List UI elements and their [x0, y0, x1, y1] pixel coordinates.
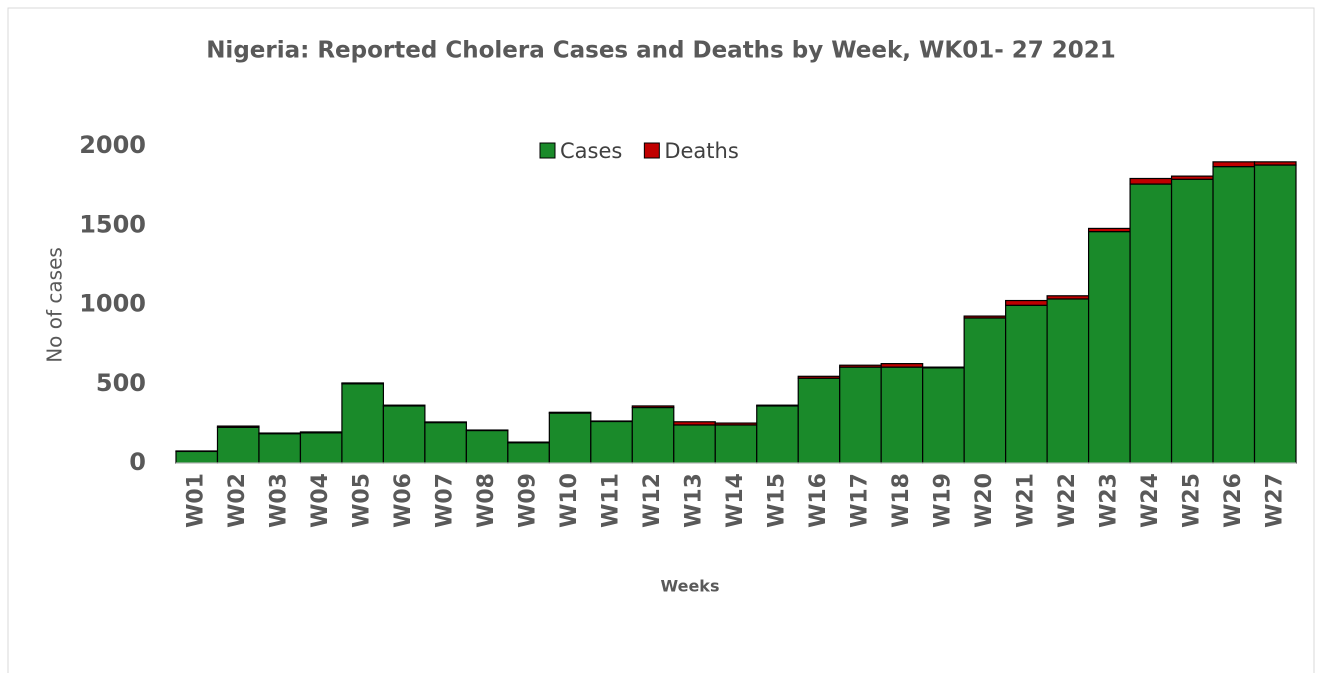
bar-segment [714, 424, 758, 464]
legend-swatch [539, 142, 556, 159]
bar-segment [797, 377, 841, 464]
x-tick-label: W09 [516, 473, 541, 528]
bar-segment [963, 317, 1007, 464]
bar-segment [673, 421, 716, 426]
bar-segment [424, 421, 467, 464]
bar-segment [341, 382, 385, 385]
bar-segment [797, 375, 841, 379]
y-axis-label: No of cases [43, 247, 67, 363]
x-tick-label: W05 [350, 473, 375, 528]
bar-segment [922, 366, 965, 369]
x-tick-label: W06 [391, 473, 416, 528]
bar-segment [507, 442, 550, 464]
bar-segment [1170, 175, 1214, 180]
bar-segment [1129, 177, 1173, 185]
bar-segment [756, 405, 799, 464]
bar-segment [507, 441, 550, 444]
bar-segment [1087, 230, 1131, 464]
y-tick-label: 1500 [79, 210, 146, 238]
x-tick-label: W08 [474, 473, 499, 528]
x-tick-label: W10 [557, 473, 582, 528]
bar-segment [839, 366, 882, 464]
bar-segment [216, 426, 260, 464]
bar-segment [922, 367, 965, 464]
x-tick-label: W20 [972, 473, 997, 528]
bar-segment [880, 366, 924, 464]
bar-segment [839, 364, 882, 368]
bar-segment [548, 411, 592, 414]
bar-segment [880, 363, 924, 368]
legend-label: Deaths [664, 139, 738, 163]
bar-segment [382, 405, 426, 464]
bar-segment [299, 432, 343, 464]
bar-segment [424, 421, 467, 424]
x-tick-label: W23 [1096, 473, 1121, 528]
bar-segment [1005, 299, 1048, 306]
x-tick-label: W16 [806, 473, 831, 528]
bar-segment [714, 422, 758, 426]
bar-segment [258, 432, 302, 435]
bar-segment [756, 404, 799, 407]
x-tick-label: W04 [308, 473, 333, 528]
y-tick-label: 0 [129, 448, 146, 476]
bar-segment [1212, 166, 1256, 464]
x-tick-label: W26 [1221, 473, 1246, 528]
x-tick-label: W01 [184, 473, 209, 528]
x-tick-label: W03 [267, 473, 292, 528]
x-tick-label: W15 [764, 473, 789, 528]
bar-segment [1046, 295, 1090, 300]
bar-segment [1129, 183, 1173, 464]
y-tick-label: 1000 [79, 290, 146, 318]
x-tick-label: W24 [1138, 473, 1163, 528]
x-tick-label: W13 [682, 473, 707, 528]
bar-segment [299, 431, 343, 434]
bar-segment [258, 433, 302, 464]
x-tick-label: W18 [889, 473, 914, 528]
chart-title: Nigeria: Reported Cholera Cases and Deat… [206, 38, 1116, 64]
bar-segment [382, 404, 426, 407]
bar-segment [631, 406, 675, 464]
bar-segment [1046, 298, 1090, 464]
bar-segment [216, 425, 260, 428]
bar-segment [1005, 304, 1048, 464]
legend-label: Cases [560, 139, 622, 163]
y-tick-label: 500 [96, 369, 146, 397]
bar-segment [175, 450, 219, 464]
x-tick-label: W11 [599, 473, 624, 528]
y-tick-label: 2000 [79, 131, 146, 159]
x-tick-label: W21 [1013, 473, 1038, 528]
bar-segment [963, 315, 1007, 319]
bar-segment [1170, 178, 1214, 464]
bar-segment [1087, 227, 1131, 233]
bar-segment [1253, 164, 1297, 464]
bar-segment [1212, 161, 1256, 168]
x-tick-label: W25 [1179, 473, 1204, 528]
bar-segment [673, 424, 716, 464]
bar-segment [548, 412, 592, 464]
bar-segment [1253, 161, 1297, 166]
x-tick-label: W27 [1262, 473, 1287, 528]
bar-segment [590, 420, 633, 464]
x-tick-label: W17 [847, 473, 872, 528]
x-axis-label: Weeks [661, 577, 720, 596]
x-tick-label: W14 [723, 473, 748, 528]
x-tick-label: W07 [433, 473, 458, 528]
x-tick-label: W12 [640, 473, 665, 528]
bar-segment [465, 429, 509, 464]
bar-segment [341, 383, 385, 464]
x-tick-label: W22 [1055, 473, 1080, 528]
x-tick-label: W02 [225, 473, 250, 528]
legend-swatch [643, 142, 660, 159]
x-tick-label: W19 [930, 473, 955, 528]
bar-segment [631, 405, 675, 409]
